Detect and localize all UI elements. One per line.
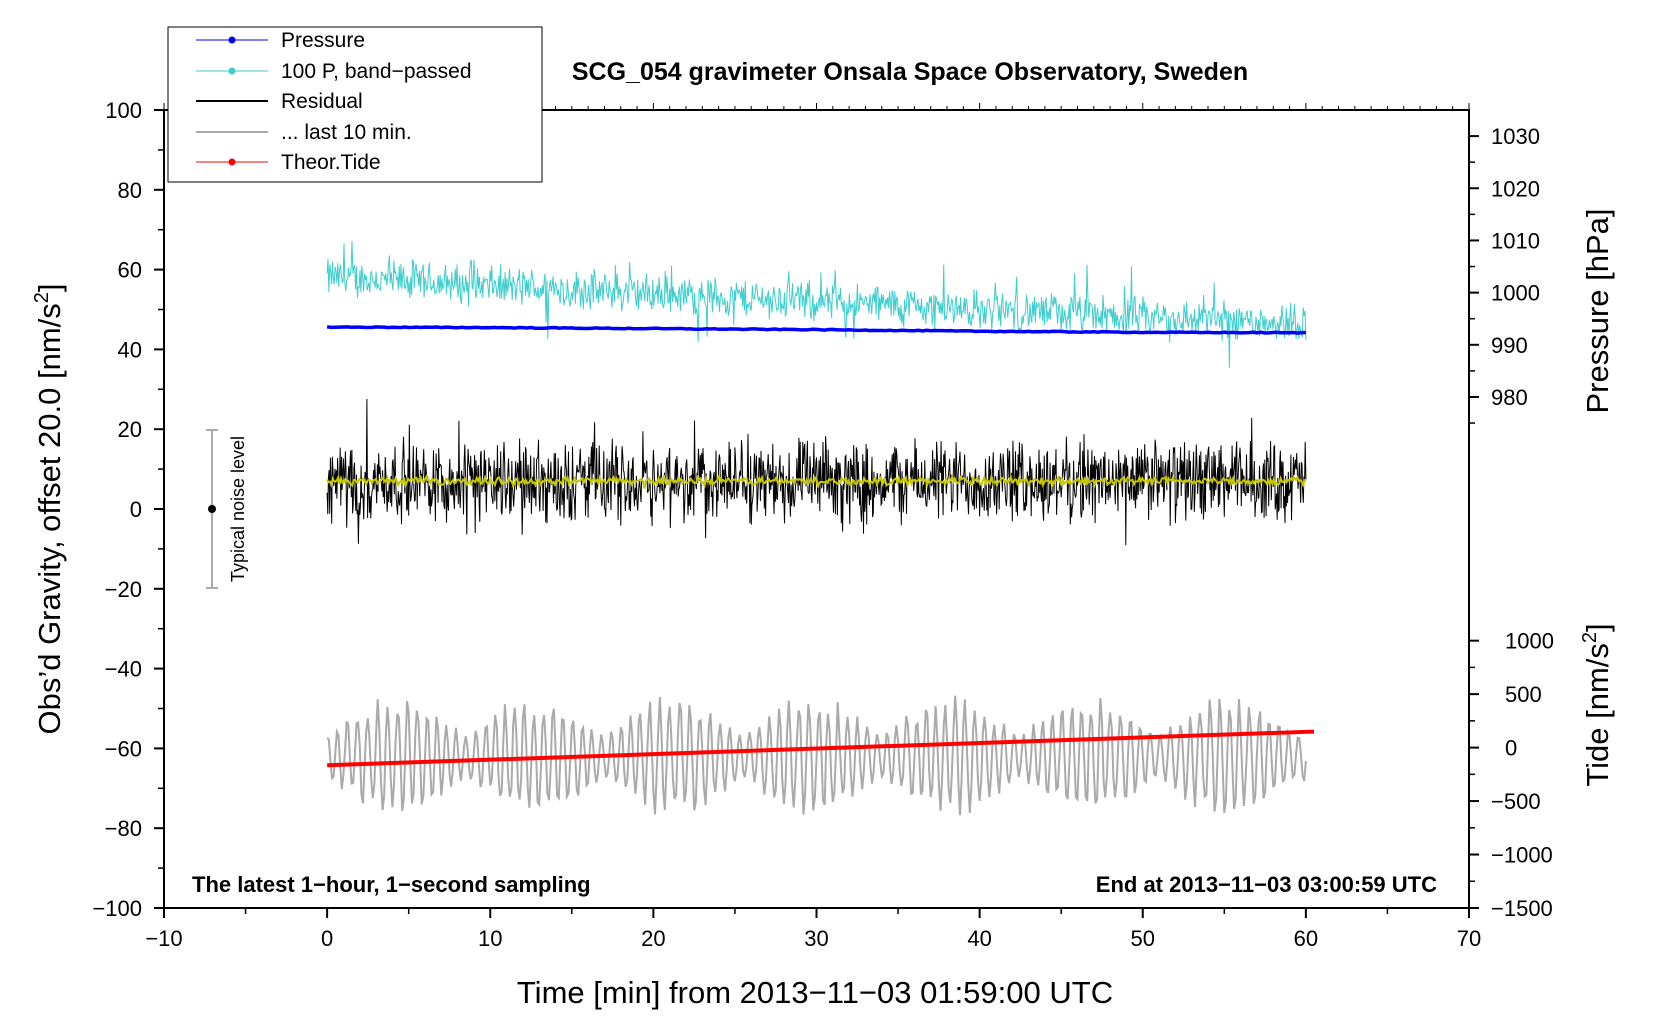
tide-tick-label: −1000 [1491,843,1553,868]
x-tick-label: 30 [804,926,828,951]
y-axis-label-left-main: Obs’d Gravity, offset 20.0 [nm/s [32,303,67,734]
x-tick-label: 20 [641,926,665,951]
y-tick-label: 80 [118,178,142,203]
tide-tick-label: −500 [1491,789,1541,814]
noise-label: Typical noise level [228,436,248,582]
legend-label-last-10-min: ... last 10 min. [281,121,412,144]
legend-marker-band-passed [228,67,236,75]
y-tick-label: −60 [105,736,142,761]
pressure-tick-label: 1030 [1491,124,1540,149]
pressure-tick-label: 1000 [1491,281,1540,306]
tide-tick-label: −1500 [1491,896,1553,921]
legend-item-last-10-min: ... last 10 min. [196,121,412,144]
y-axis-label-left-close: ] [32,283,67,292]
legend-item-residual: Residual [196,90,363,113]
noise-center-dot [208,505,216,513]
y-tick-label: −80 [105,816,142,841]
x-tick-label: 40 [967,926,991,951]
legend-item-band-passed: 100 P, band−passed [196,60,472,83]
tide-tick-label: 1000 [1505,629,1554,654]
legend-box [167,26,543,183]
legend-label-band-passed: 100 P, band−passed [281,60,472,83]
series-band-passed-pressure [326,241,1307,368]
y-tick-label: 60 [118,258,142,283]
tide-axis-label-sup: 2 [1579,632,1601,643]
x-tick-label: 0 [321,926,333,951]
legend-label-theor-tide: Theor.Tide [281,151,381,174]
legend-item-pressure: Pressure [196,29,365,52]
x-tick-label: 10 [478,926,502,951]
noise-indicator: Typical noise level [206,429,248,589]
data-series-group [326,241,1315,816]
y-tick-label: 40 [118,337,142,362]
pressure-tick-label: 1020 [1491,176,1540,201]
y-tick-label: −100 [92,896,142,921]
x-tick-label: −10 [145,926,182,951]
tide-tick-label: 0 [1505,736,1517,761]
tide-axis-label-close: ] [1580,623,1615,632]
pressure-axis-label: Pressure [hPa] [1580,208,1615,413]
tide-axis-label: Tide [nm/s2] [1579,623,1615,786]
series-residual-smoothed [326,473,1307,490]
legend-label-pressure: Pressure [281,29,365,52]
y-tick-label: 0 [130,497,142,522]
annotation-end-time: End at 2013−11−03 03:00:59 UTC [1096,872,1437,897]
tide-tick-label: 500 [1505,682,1542,707]
pressure-tick-label: 990 [1491,333,1528,358]
legend-marker-theor-tide [228,158,236,166]
legend-item-theor-tide: Theor.Tide [196,151,381,174]
series-pressure [326,325,1306,335]
y-tick-label: 100 [105,98,142,123]
axes-group: −10 0 10 20 30 40 50 60 70100806040200−20−40−60−… [92,98,1554,951]
y-tick-label: −20 [105,577,142,602]
y-axis-label-left-sup: 2 [31,292,53,303]
legend-marker-pressure [228,36,236,44]
tide-axis-label-main: Tide [nm/s [1580,643,1615,787]
pressure-tick-label: 980 [1491,385,1528,410]
legend-label-residual: Residual [281,90,363,113]
series-residual [326,398,1307,546]
x-tick-label: 50 [1131,926,1155,951]
y-tick-label: 20 [118,417,142,442]
legend: Pressure 100 P, band−passed Residual ...… [167,26,543,183]
chart-title: SCG_054 gravimeter Onsala Space Observat… [572,58,1248,86]
series-theor-tide [327,729,1315,768]
y-axis-label-left: Obs’d Gravity, offset 20.0 [nm/s2] [31,283,67,734]
series-last-10-min [326,695,1307,816]
x-tick-label: 70 [1457,926,1481,951]
y-tick-label: −40 [105,657,142,682]
x-tick-label: 60 [1294,926,1318,951]
x-axis-label: Time [min] from 2013−11−03 01:59:00 UTC [517,975,1113,1010]
annotation-sampling: The latest 1−hour, 1−second sampling [192,872,591,897]
pressure-tick-label: 1010 [1491,228,1540,253]
